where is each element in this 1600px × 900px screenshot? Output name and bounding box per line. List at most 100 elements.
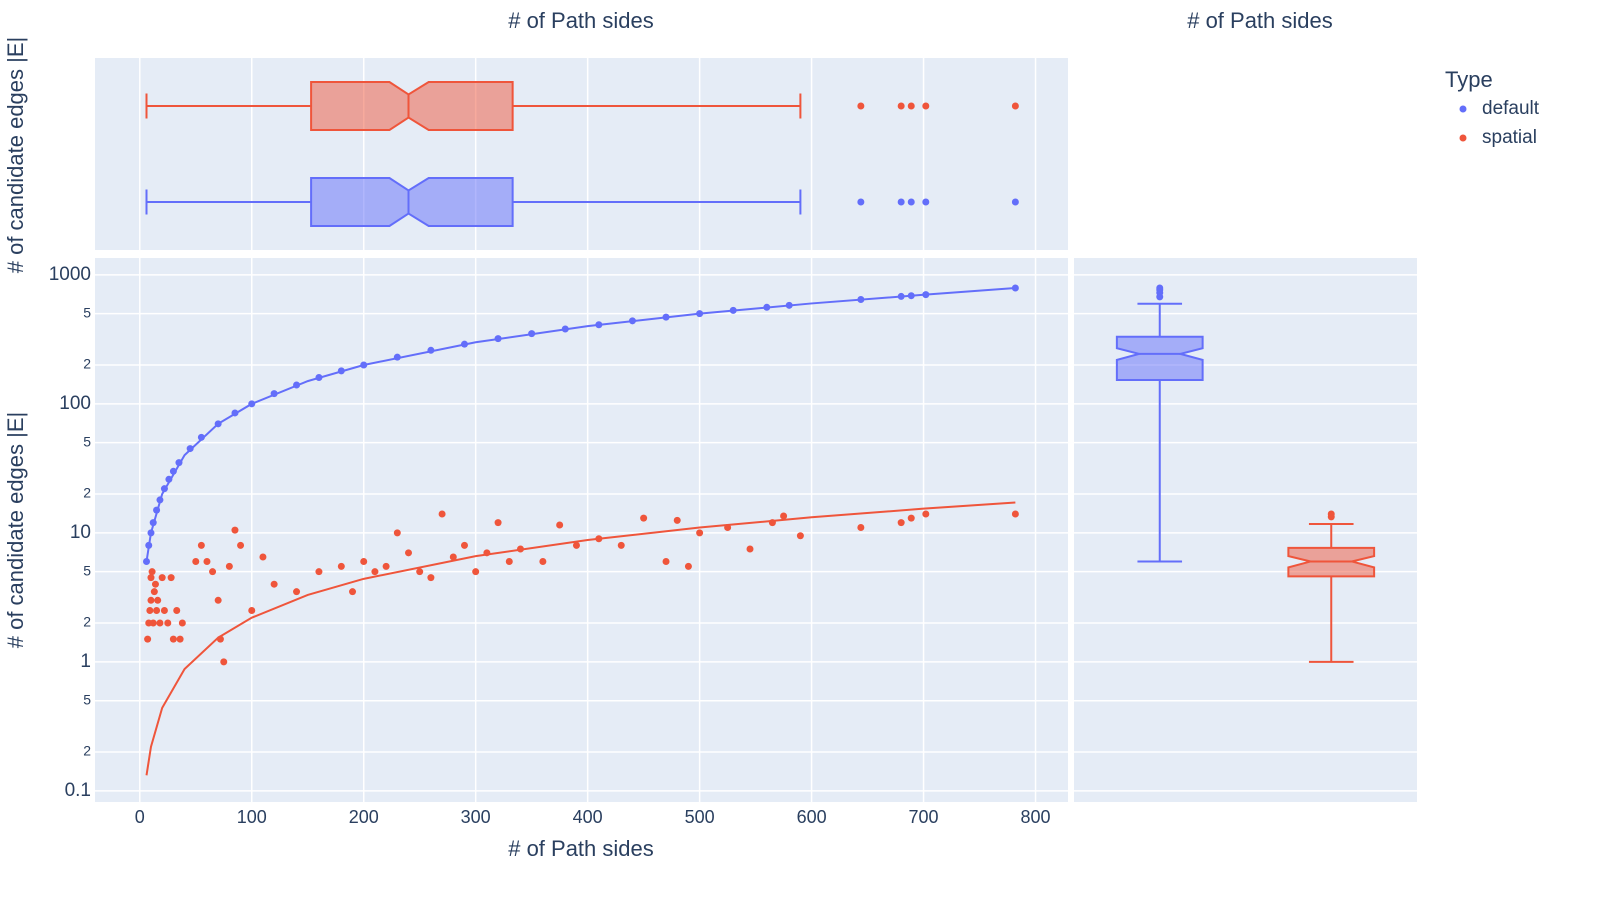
point: [147, 529, 155, 537]
x-tick-label: 200: [349, 807, 379, 827]
point: [897, 292, 905, 300]
point: [494, 335, 502, 343]
x-axis-title: # of Path sides: [508, 836, 654, 861]
point: [907, 292, 915, 300]
point: [165, 475, 173, 483]
point: [472, 568, 480, 576]
point: [143, 557, 151, 565]
trend-line: [145, 501, 1016, 776]
point: [360, 557, 368, 565]
whisker-high: [1137, 302, 1183, 337]
y-tick-label: 10: [70, 522, 91, 543]
point: [175, 459, 183, 467]
point: [293, 381, 301, 389]
marks: [143, 81, 1376, 776]
whisker-high: [1308, 523, 1354, 548]
point: [148, 568, 156, 576]
point: [785, 301, 793, 309]
point: [237, 541, 245, 549]
point: [595, 321, 603, 329]
point: [349, 588, 357, 596]
point: [1011, 510, 1019, 518]
point: [780, 512, 788, 520]
box-body: [310, 81, 514, 131]
point: [248, 400, 256, 408]
point: [158, 574, 166, 582]
point: [225, 562, 233, 570]
point: [662, 557, 670, 565]
x-tick-label: 700: [909, 807, 939, 827]
top-plot-bg: [95, 58, 1068, 250]
point: [315, 373, 323, 381]
point: [293, 588, 301, 596]
point: [907, 514, 915, 522]
point: [173, 607, 181, 615]
point: [169, 467, 177, 475]
point: [505, 557, 513, 565]
x-tick-label: 300: [461, 807, 491, 827]
whisker-high: [512, 189, 802, 215]
y-tick-label: 5: [83, 691, 91, 707]
main-plot-bg: [95, 258, 1068, 802]
point: [156, 496, 164, 504]
point: [156, 619, 164, 627]
y-tick-label: 5: [83, 562, 91, 578]
point: [149, 619, 157, 627]
point: [169, 635, 177, 643]
y-tick-label: 0.1: [65, 780, 91, 801]
point: [572, 541, 580, 549]
point: [696, 529, 704, 537]
point: [416, 568, 424, 576]
whisker-low: [145, 189, 312, 215]
x-tick-label: 100: [237, 807, 267, 827]
point: [315, 568, 323, 576]
x-tick-label: 800: [1021, 807, 1051, 827]
outlier: [907, 198, 915, 206]
point: [897, 519, 905, 527]
right-title: # of Path sides: [1187, 8, 1333, 33]
point: [595, 535, 603, 543]
point: [248, 607, 256, 615]
point: [922, 510, 930, 518]
outlier: [1327, 510, 1335, 518]
point: [153, 506, 161, 514]
point: [153, 607, 161, 615]
y-axis-title: # of candidate edges |E|: [3, 412, 28, 649]
point: [214, 596, 222, 604]
point: [160, 607, 168, 615]
point: [147, 574, 155, 582]
point: [483, 549, 491, 557]
point: [149, 519, 157, 527]
point: [186, 445, 194, 453]
legend-label: spatial: [1482, 127, 1537, 148]
point: [146, 607, 154, 615]
point: [164, 619, 172, 627]
box-body: [1115, 335, 1204, 382]
point: [427, 346, 435, 354]
legend-marker: [1459, 105, 1467, 113]
whisker-low: [145, 93, 312, 119]
point: [197, 433, 205, 441]
point: [178, 619, 186, 627]
legend-label: default: [1482, 98, 1540, 119]
point: [231, 526, 239, 534]
y-tick-label: 2: [83, 614, 91, 630]
y-tick-label: 100: [59, 393, 91, 414]
x-tick-label: 600: [797, 807, 827, 827]
point: [197, 541, 205, 549]
outlier: [857, 102, 865, 110]
point: [151, 580, 159, 588]
outlier: [897, 102, 905, 110]
box-body: [310, 177, 514, 227]
point: [270, 390, 278, 398]
point: [150, 588, 158, 596]
y-tick-label: 2: [83, 485, 91, 501]
point: [393, 353, 401, 361]
point: [857, 295, 865, 303]
point: [494, 519, 502, 527]
outlier: [922, 102, 930, 110]
outlier: [1011, 198, 1019, 206]
point: [922, 291, 930, 299]
point: [382, 562, 390, 570]
point: [337, 562, 345, 570]
